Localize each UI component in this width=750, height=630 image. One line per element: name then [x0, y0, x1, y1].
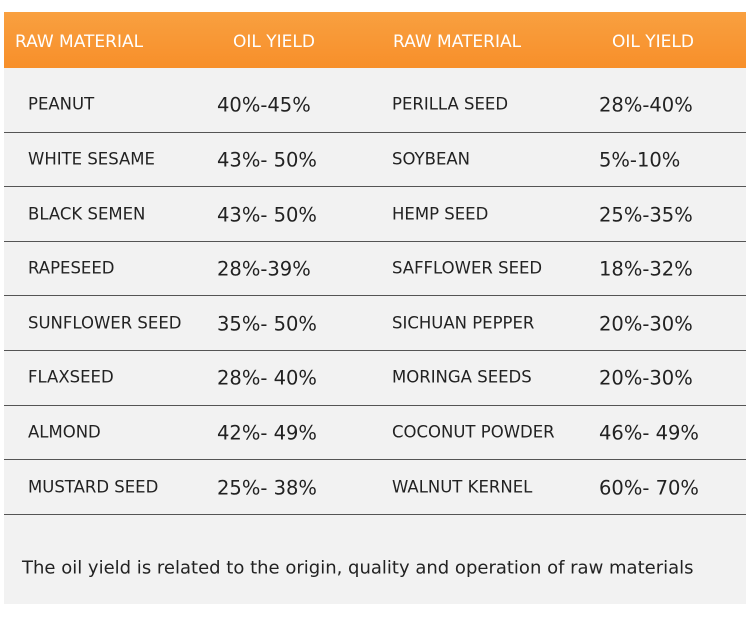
row-divider	[4, 514, 746, 515]
oil-yield: 40%-45%	[217, 93, 311, 117]
oil-yield: 46%- 49%	[599, 421, 699, 445]
raw-material: WHITE SESAME	[28, 149, 155, 169]
raw-material: SAFFLOWER SEED	[392, 258, 543, 278]
raw-material: SICHUAN PEPPER	[392, 313, 535, 333]
oil-yield: 43%- 50%	[217, 203, 317, 226]
oil-yield: 28%- 40%	[217, 366, 317, 390]
row-divider	[4, 241, 746, 242]
raw-material: FLAXSEED	[28, 367, 114, 387]
column-header: OIL YIELD	[612, 32, 694, 52]
note: The oil yield is related to the origin, …	[22, 557, 694, 579]
column-header: OIL YIELD	[233, 32, 315, 52]
raw-material: WALNUT KERNEL	[392, 477, 533, 496]
row-divider	[4, 459, 746, 460]
raw-material: BLACK SEMEN	[28, 204, 146, 223]
oil-yield: 20%-30%	[599, 366, 693, 390]
raw-material: SUNFLOWER SEED	[28, 313, 182, 333]
oil-yield: 25%- 38%	[217, 476, 317, 499]
raw-material: COCONUT POWDER	[392, 422, 555, 442]
row-divider	[4, 186, 746, 187]
column-header: RAW MATERIAL	[15, 32, 144, 52]
raw-material: MORINGA SEEDS	[392, 367, 532, 387]
raw-material: PERILLA SEED	[392, 94, 509, 114]
oil-yield: 60%- 70%	[599, 476, 699, 499]
oil-yield: 35%- 50%	[217, 312, 317, 336]
raw-material: PEANUT	[28, 94, 95, 114]
row-divider	[4, 132, 746, 133]
header-bar	[4, 12, 746, 68]
oil-yield: 18%-32%	[599, 257, 693, 281]
oil-yield: 25%-35%	[599, 203, 693, 226]
raw-material: MUSTARD SEED	[28, 477, 159, 496]
oil-yield: 28%-39%	[217, 257, 311, 281]
raw-material: SOYBEAN	[392, 149, 471, 169]
row-divider	[4, 405, 746, 406]
row-divider	[4, 295, 746, 296]
raw-material: RAPESEED	[28, 258, 115, 278]
raw-material: HEMP SEED	[392, 204, 489, 223]
column-header: RAW MATERIAL	[393, 32, 522, 52]
row-divider	[4, 350, 746, 351]
oil-yield: 28%-40%	[599, 93, 693, 117]
oil-yield: 20%-30%	[599, 312, 693, 336]
oil-yield: 42%- 49%	[217, 421, 317, 445]
raw-material: ALMOND	[28, 422, 101, 442]
oil-yield: 5%-10%	[599, 148, 681, 172]
oil-yield: 43%- 50%	[217, 148, 317, 172]
